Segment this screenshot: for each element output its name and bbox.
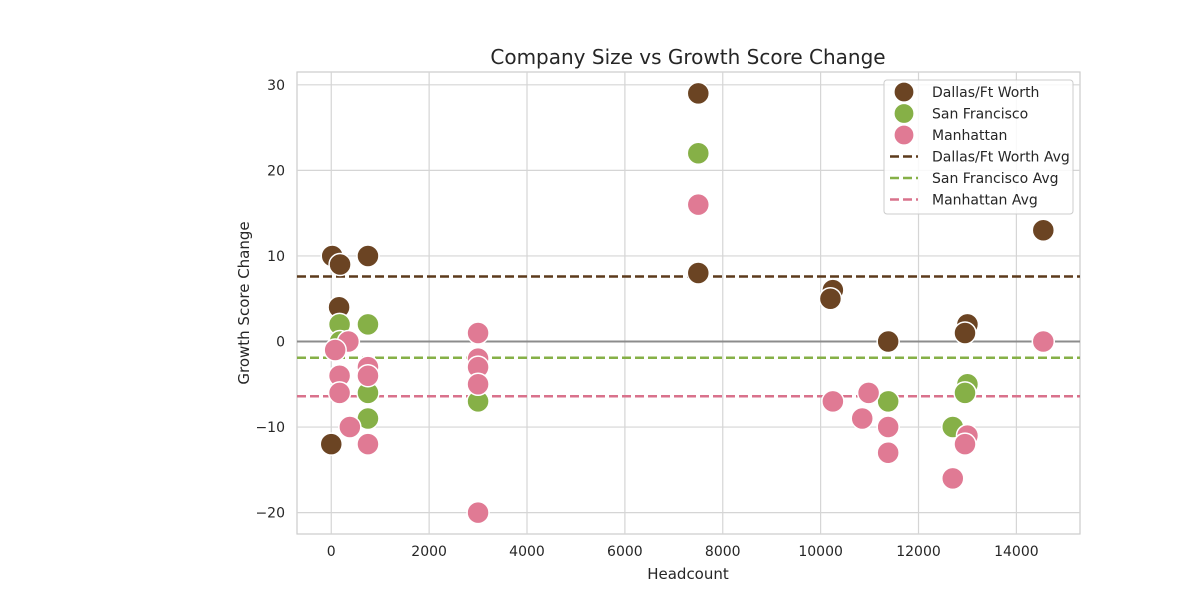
legend-label: Manhattan — [932, 128, 1007, 144]
data-point — [466, 321, 490, 345]
x-tick-label: 6000 — [607, 544, 643, 560]
data-point — [686, 261, 711, 285]
data-point — [876, 440, 900, 465]
data-point — [338, 415, 362, 439]
data-point — [328, 252, 352, 277]
y-tick-label: 10 — [267, 249, 285, 265]
data-points — [319, 81, 1056, 525]
y-tick-label: −20 — [255, 506, 285, 522]
data-point — [686, 192, 711, 217]
data-point — [953, 321, 977, 345]
legend-label: San Francisco — [932, 107, 1028, 123]
data-point — [356, 363, 380, 388]
legend-label: Dallas/Ft Worth Avg — [932, 150, 1070, 166]
legend-marker — [893, 81, 915, 103]
x-axis-ticks: 0 2000 4000 6000 8000 10000 12000 14000 — [327, 544, 1039, 560]
y-tick-label: 0 — [276, 335, 285, 351]
data-point — [323, 338, 347, 362]
x-axis-label: Headcount — [647, 565, 729, 583]
legend-label: Dallas/Ft Worth — [932, 85, 1039, 101]
data-point — [821, 389, 845, 414]
legend-marker — [893, 102, 915, 125]
data-point — [686, 81, 711, 106]
data-point — [356, 244, 380, 268]
legend-box — [883, 79, 1074, 215]
y-tick-label: −10 — [255, 420, 285, 436]
y-tick-label: 20 — [267, 163, 285, 179]
data-point — [876, 389, 900, 414]
x-tick-label: 2000 — [411, 544, 447, 560]
legend-marker — [893, 124, 915, 146]
data-point — [356, 432, 380, 456]
data-point — [1031, 329, 1056, 354]
data-point — [856, 381, 881, 405]
x-tick-label: 12000 — [896, 544, 941, 560]
grid — [297, 72, 1080, 534]
data-point — [319, 432, 344, 456]
chart-title: Company Size vs Growth Score Change — [490, 45, 885, 69]
x-tick-label: 10000 — [798, 544, 843, 560]
data-point — [327, 381, 352, 405]
data-point — [953, 432, 977, 456]
legend-label: Manhattan Avg — [932, 193, 1038, 209]
data-point — [356, 312, 380, 337]
data-point — [466, 500, 490, 525]
data-point — [850, 406, 874, 431]
data-point — [1031, 218, 1056, 243]
y-axis-label: Growth Score Change — [235, 221, 253, 384]
y-tick-label: 30 — [267, 78, 285, 94]
legend: Dallas/Ft Worth San Francisco Manhattan Dal… — [883, 79, 1074, 215]
y-axis-ticks: −20 −10 0 10 20 30 — [255, 78, 285, 522]
data-point — [818, 286, 843, 311]
x-tick-label: 4000 — [509, 544, 545, 560]
data-point — [686, 141, 711, 166]
data-point — [876, 415, 900, 439]
x-tick-label: 0 — [327, 544, 336, 560]
legend-label: San Francisco Avg — [932, 171, 1059, 187]
data-point — [876, 329, 900, 354]
data-point — [466, 372, 490, 397]
data-point — [953, 381, 977, 405]
x-tick-label: 14000 — [994, 544, 1039, 560]
data-point — [941, 466, 965, 491]
x-tick-label: 8000 — [705, 544, 741, 560]
